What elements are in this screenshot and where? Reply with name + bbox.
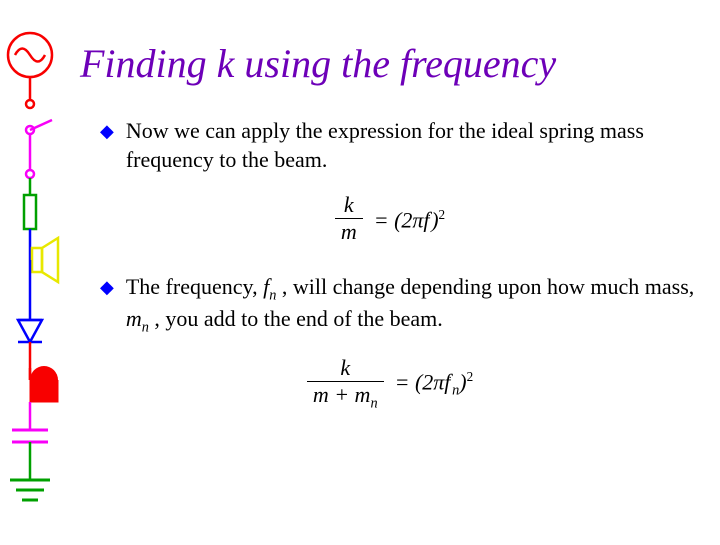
slide-content: Finding k using the frequency ◆ Now we c…: [80, 40, 700, 441]
speaker-icon: [32, 238, 58, 282]
diode-icon: [18, 320, 42, 342]
fuse-icon: [24, 195, 36, 229]
lamp-icon: [30, 366, 58, 402]
ground-icon: [10, 480, 50, 500]
bullet-text: Now we can apply the expression for the …: [126, 117, 700, 174]
sidebar-circuit-decoration: [0, 0, 60, 540]
slide-title: Finding k using the frequency: [80, 40, 700, 87]
capacitor-icon: [12, 430, 48, 442]
bullet-glyph: ◆: [100, 121, 114, 142]
switch-arm: [30, 120, 52, 130]
circuit-svg: [0, 0, 60, 540]
bullet-glyph: ◆: [100, 277, 114, 298]
sine-icon: [15, 49, 45, 62]
equation-1: k m = (2πf·)2: [80, 192, 700, 247]
bullet-text: The frequency, fn , will change dependin…: [126, 273, 700, 337]
equation-2: k m + mn = (2πf·n)2: [80, 355, 700, 414]
bullet-item: ◆ The frequency, fn , will change depend…: [100, 273, 700, 337]
bullet-item: ◆ Now we can apply the expression for th…: [100, 117, 700, 174]
